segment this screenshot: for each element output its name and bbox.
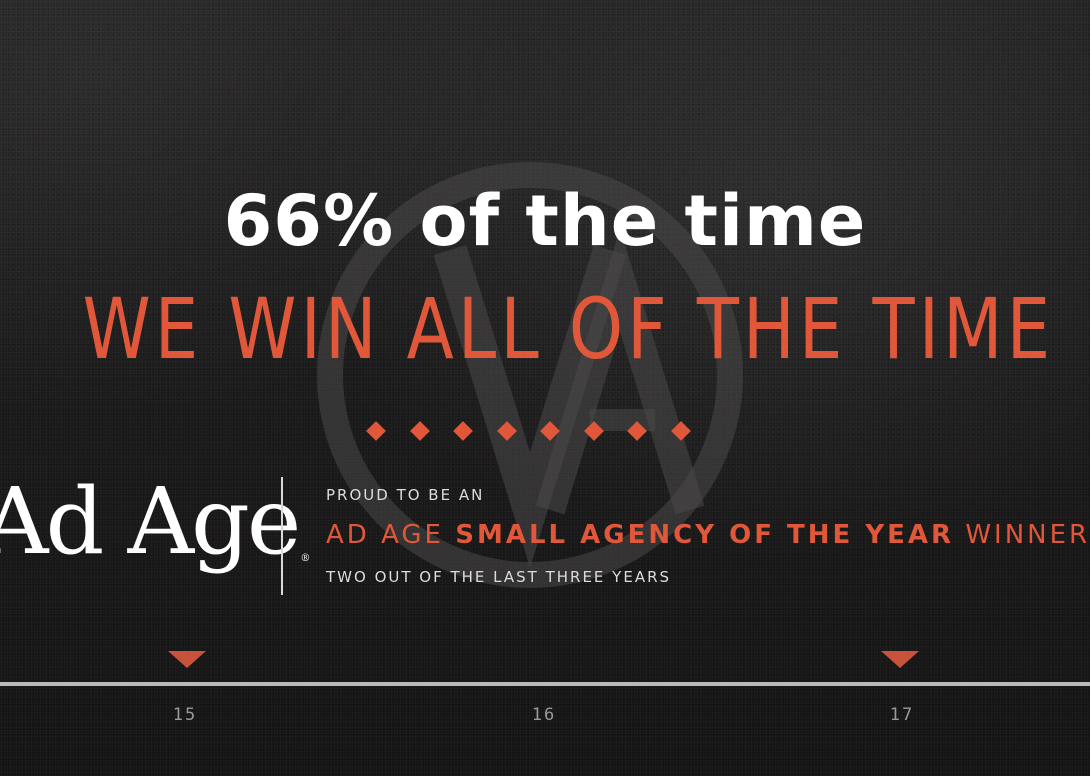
diamond-icon [540, 421, 560, 441]
timeline-year-17: 17 [889, 705, 915, 725]
diamond-icon [670, 421, 691, 441]
diamond-icon [409, 421, 430, 441]
timeline-year-15: 15 [172, 705, 198, 725]
award-title: AD AGE SMALL AGENCY OF THE YEAR WINNER [326, 520, 1090, 550]
timeline-marker-15 [168, 651, 206, 668]
diamond-icon [627, 421, 647, 441]
diamond-icon [453, 421, 473, 441]
headline: 66% of the time [223, 180, 867, 262]
vertical-divider [281, 477, 283, 595]
va-watermark-logo [317, 162, 743, 588]
ad-age-logo: Ad Age ® [0, 476, 310, 568]
diamond-icon [366, 421, 386, 441]
award-title-prefix: AD AGE [326, 520, 456, 550]
banner-slogan: WE WIN ALL OF THE TIME [82, 280, 1055, 378]
diamond-icon [496, 421, 517, 441]
ad-age-logo-text: Ad Age [0, 468, 301, 575]
timeline-bar [0, 682, 1090, 686]
award-intro: PROUD TO BE AN [326, 486, 485, 504]
diamond-divider [366, 421, 691, 441]
timeline-marker-17 [881, 651, 919, 668]
award-title-bold: SMALL AGENCY OF THE YEAR [455, 520, 955, 550]
award-subtitle: TWO OUT OF THE LAST THREE YEARS [326, 568, 672, 586]
registered-mark: ® [300, 553, 310, 564]
award-title-suffix: WINNER [954, 520, 1090, 550]
diamond-icon [583, 421, 604, 441]
timeline-year-16: 16 [531, 705, 557, 725]
